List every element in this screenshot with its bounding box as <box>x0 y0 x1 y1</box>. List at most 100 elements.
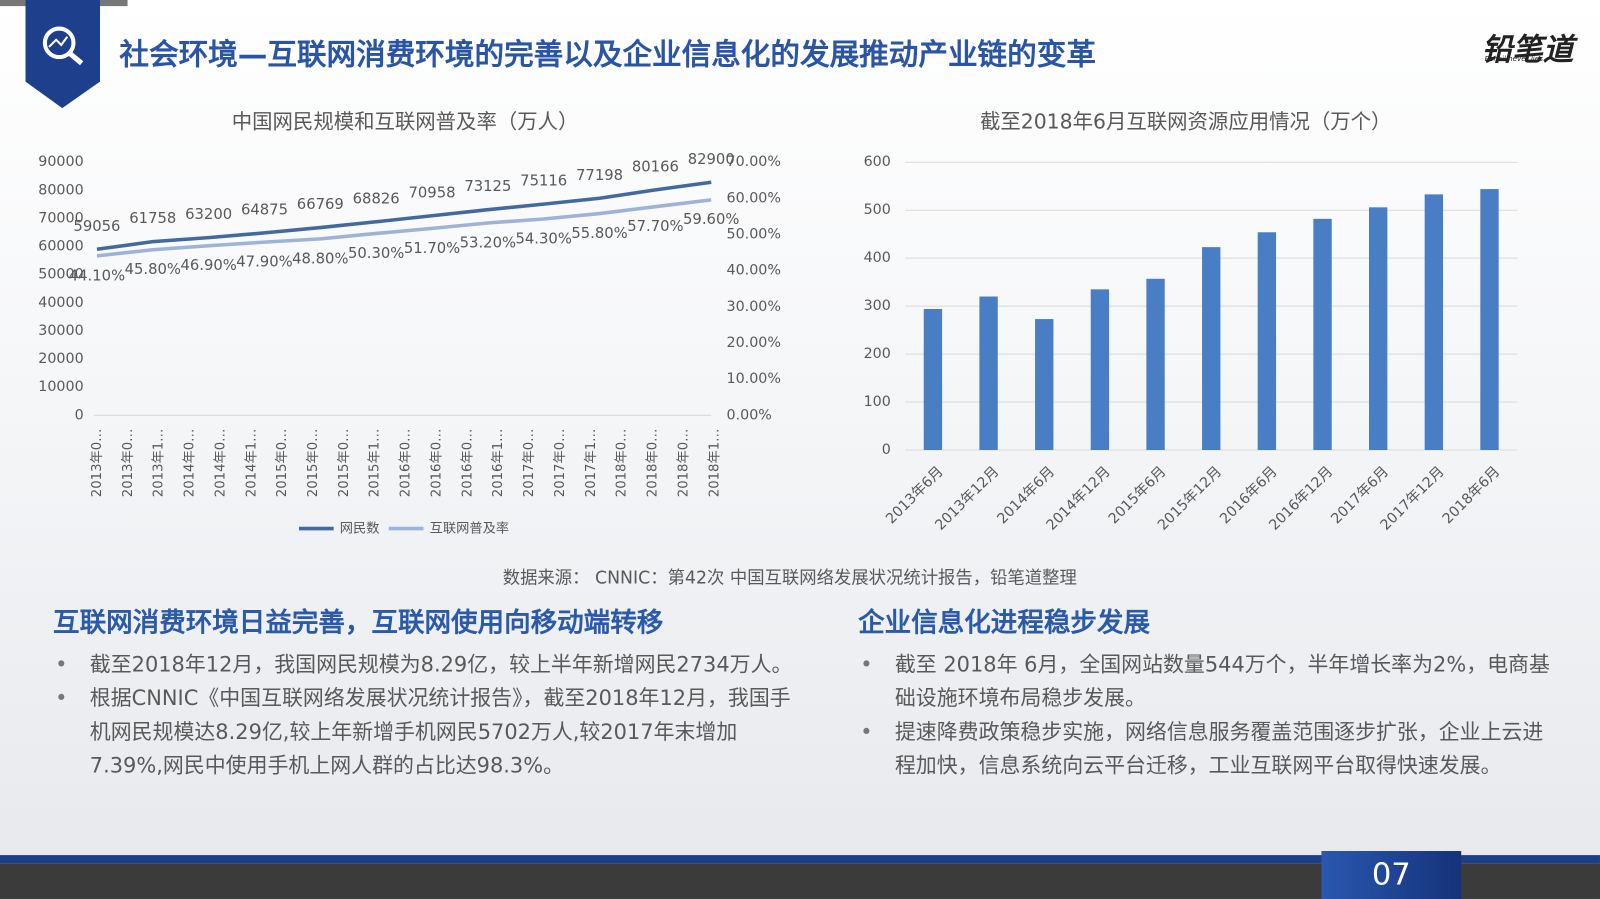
data-label: 57.70% <box>627 218 683 235</box>
y-tick-label: 10000 <box>38 379 83 395</box>
y-tick-label: 50000 <box>38 267 83 283</box>
data-label: 46.90% <box>180 257 236 274</box>
x-tick-label: 2017年1… <box>583 429 599 498</box>
x-tick-label: 2015年1… <box>367 429 383 498</box>
y-tick-label: 80000 <box>38 182 83 198</box>
y2-tick-label: 10.00% <box>727 371 781 387</box>
data-label: 68826 <box>353 190 400 207</box>
x-tick-label: 2014年0… <box>182 429 198 498</box>
data-label: 61758 <box>129 210 176 227</box>
y2-tick-label: 30.00% <box>727 299 781 315</box>
line-series <box>96 180 712 252</box>
x-tick-label: 2018年6月 <box>1439 463 1503 527</box>
bar <box>1146 278 1165 450</box>
data-label: 55.80% <box>571 225 627 242</box>
bullet-list: 截至2018年12月，我国网民规模为8.29亿，较上半年新增网民2734万人。 … <box>53 648 798 783</box>
data-label: 53.20% <box>460 234 516 251</box>
x-tick-label: 2016年0… <box>459 429 475 498</box>
bar <box>923 308 943 450</box>
x-tick-label: 2014年0… <box>212 429 228 498</box>
data-label: 64875 <box>241 201 288 218</box>
y-tick-label: 100 <box>864 394 891 410</box>
bar <box>1202 247 1221 450</box>
x-tick-label: 2013年0… <box>120 429 136 498</box>
x-tick-label: 2015年0… <box>274 429 290 498</box>
x-tick-label: 2018年0… <box>614 429 630 498</box>
y-tick-label: 40000 <box>38 295 83 311</box>
data-label: 59056 <box>73 218 120 235</box>
bar <box>1369 207 1388 450</box>
y-tick-label: 400 <box>864 250 891 266</box>
data-label: 77198 <box>576 167 623 184</box>
x-tick-label: 2017年0… <box>552 429 568 498</box>
slide-title: 社会环境—互联网消费环境的完善以及企业信息化的发展推动产业链的变革 <box>119 36 1096 72</box>
x-tick-label: 2018年0… <box>645 429 661 498</box>
bar <box>1313 218 1332 450</box>
x-tick-label: 2016年0… <box>398 429 414 498</box>
bar <box>1424 194 1444 450</box>
y2-tick-label: 70.00% <box>727 154 781 170</box>
x-tick-label: 2016年0… <box>428 429 444 498</box>
y-tick-label: 30000 <box>38 323 83 339</box>
legend-label: 互联网普及率 <box>430 520 510 537</box>
data-label: 66769 <box>297 196 344 213</box>
data-label: 80166 <box>632 158 679 175</box>
logo: 铅笔道 <box>1481 32 1574 69</box>
bullet: 提速降费政策稳步实施，网络信息服务覆盖范围逐步扩张，企业上云进程加快，信息系统向… <box>858 715 1562 782</box>
bar <box>1480 189 1499 450</box>
chart-title: 截至2018年6月互联网资源应用情况（万个） <box>980 109 1392 133</box>
y-tick-label: 20000 <box>38 351 83 367</box>
y-tick-label: 200 <box>864 346 891 362</box>
y2-tick-label: 50.00% <box>727 227 781 243</box>
data-label: 63200 <box>185 206 232 223</box>
x-tick-label: 2018年0… <box>675 429 691 498</box>
x-tick-label: 2015年0… <box>336 429 352 498</box>
bar <box>1035 319 1054 450</box>
y-tick-label: 500 <box>864 202 891 218</box>
y-tick-label: 0 <box>882 442 891 458</box>
data-label: 51.70% <box>404 240 460 257</box>
x-tick-label: 2013年0… <box>89 429 105 498</box>
y-tick-label: 90000 <box>38 154 83 170</box>
data-label: 48.80% <box>292 250 348 267</box>
y-tick-label: 600 <box>864 154 891 170</box>
bullet-list: 截至 2018年 6月，全国网站数量544万个，半年增长率为2%，电商基础设施环… <box>858 648 1562 783</box>
bullet: 根据CNNIC《中国互联网络发展状况统计报告》，截至2018年12月，我国手机网… <box>53 682 798 783</box>
y2-tick-label: 20.00% <box>727 335 781 351</box>
bar <box>1257 232 1277 450</box>
y-tick-label: 70000 <box>38 210 83 226</box>
chart-title: 中国网民规模和互联网普及率（万人） <box>232 109 579 133</box>
y2-tick-label: 40.00% <box>727 263 781 279</box>
x-tick-label: 2018年1… <box>706 429 722 498</box>
source: 数据来源： CNNIC：第42次 中国互联网络发展状况统计报告，铅笔道整理 <box>502 568 1077 589</box>
bullet: 截至 2018年 6月，全国网站数量544万个，半年增长率为2%，电商基础设施环… <box>858 648 1562 715</box>
legend-label: 网民数 <box>340 521 380 537</box>
y-tick-label: 300 <box>864 298 891 314</box>
x-tick-label: 2014年1… <box>243 429 259 498</box>
section-heading: 企业信息化进程稳步发展 <box>858 608 1151 639</box>
data-label: 47.90% <box>236 254 292 271</box>
y2-tick-label: 0.00% <box>727 407 772 423</box>
data-label: 45.80% <box>125 261 181 278</box>
footer-bar <box>0 855 1600 864</box>
data-label: 50.30% <box>348 245 404 262</box>
data-label: 70958 <box>408 184 455 201</box>
logo-tagline: Pencil never lies <box>1484 55 1543 64</box>
bullet: 截至2018年12月，我国网民规模为8.29亿，较上半年新增网民2734万人。 <box>53 648 798 682</box>
data-label: 59.60% <box>683 211 739 228</box>
section: 企业信息化进程稳步发展 截至 2018年 6月，全国网站数量544万个，半年增长… <box>858 602 1562 783</box>
data-label: 44.10% <box>69 267 125 284</box>
line-series <box>96 198 712 258</box>
x-tick-label: 2016年1… <box>490 429 506 498</box>
data-label: 75116 <box>520 173 567 190</box>
section: 互联网消费环境日益完善，互联网使用向移动端转移 截至2018年12月，我国网民规… <box>53 602 798 783</box>
data-label: 73125 <box>464 178 511 195</box>
y-tick-label: 60000 <box>38 239 83 255</box>
data-label: 82900 <box>688 151 735 168</box>
x-tick-label: 2015年0… <box>305 429 321 498</box>
x-tick-label: 2017年0… <box>521 429 537 498</box>
section-heading: 互联网消费环境日益完善，互联网使用向移动端转移 <box>53 608 664 639</box>
badge <box>25 0 100 109</box>
page-number: 07 <box>1321 851 1462 899</box>
